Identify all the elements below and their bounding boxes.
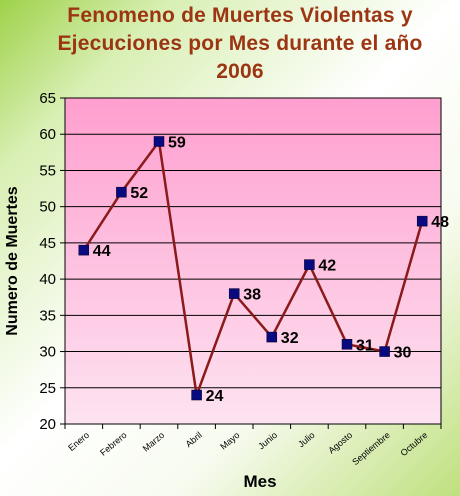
x-tick-label: Octubre (399, 430, 430, 458)
y-tick-label: 40 (39, 271, 56, 288)
data-label: 30 (394, 345, 412, 362)
data-label: 42 (318, 258, 336, 275)
data-point (116, 186, 127, 198)
y-tick-label: 35 (39, 307, 56, 324)
data-label: 32 (281, 330, 299, 347)
data-label: 52 (130, 185, 148, 202)
x-tick-label: Marzo (141, 430, 167, 454)
data-label: 24 (206, 388, 224, 405)
data-label: 59 (168, 134, 186, 151)
x-axis-label: Mes (243, 472, 277, 491)
data-point (379, 346, 390, 357)
y-axis-label: Numero de Muertes (4, 186, 21, 336)
data-point (228, 288, 240, 299)
data-label: 31 (356, 337, 374, 354)
y-tick-label: 25 (39, 380, 56, 397)
x-tick-label: Septiembre (350, 430, 392, 467)
plot-area (65, 98, 441, 424)
x-tick-label: Agosto (326, 430, 354, 456)
y-tick-label: 30 (39, 344, 56, 361)
chart-title-line-3: 2006 (216, 60, 264, 83)
series-line (82, 140, 424, 397)
x-tick-label: Abril (184, 430, 204, 449)
x-tick-label: Mayo (218, 430, 241, 452)
data-point (304, 259, 315, 270)
data-label: 44 (93, 243, 111, 260)
y-tick-label: 55 (39, 162, 56, 179)
x-tick-label: Julio (296, 430, 317, 450)
x-tick-label: Enero (66, 430, 91, 453)
chart-title-line-2: Ejecuciones por Mes durante el año (57, 32, 423, 55)
data-point (153, 136, 165, 147)
x-tick-label: Junio (256, 430, 279, 451)
data-label: 38 (243, 287, 261, 304)
y-tick-label: 50 (39, 199, 56, 216)
data-point (416, 215, 428, 227)
y-tick-label: 20 (39, 416, 56, 433)
y-tick-label: 45 (39, 235, 56, 252)
data-point (191, 389, 202, 401)
y-tick-label: 60 (39, 126, 56, 143)
data-label: 48 (431, 214, 449, 231)
data-point (78, 244, 90, 256)
x-tick-label: Febrero (98, 430, 129, 458)
y-tick-label: 65 (39, 90, 56, 107)
data-point (266, 331, 278, 343)
chart-title-line-1: Fenomeno de Muertes Violentas y (67, 4, 413, 27)
data-point (341, 339, 353, 350)
